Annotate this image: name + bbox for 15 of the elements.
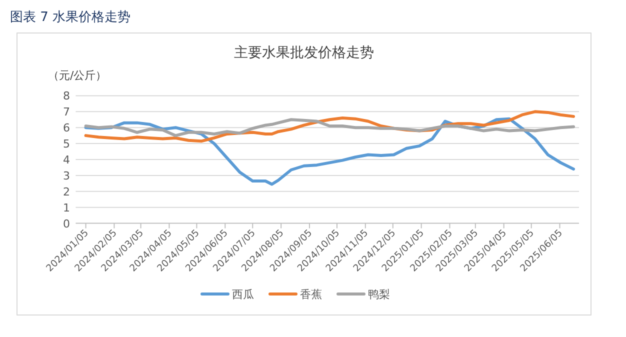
legend-label: 香蕉 xyxy=(300,288,322,301)
legend-label: 鸭梨 xyxy=(368,288,390,301)
y-tick-label: 5 xyxy=(63,138,70,151)
y-tick-label: 3 xyxy=(63,169,70,182)
text: 图表 7 水果价格走势 xyxy=(10,10,131,25)
y-tick-label: 6 xyxy=(63,122,70,135)
legend-label: 西瓜 xyxy=(232,288,254,301)
y-tick-label: 0 xyxy=(63,217,70,230)
chart-title: 主要水果批发价格走势 xyxy=(234,45,374,61)
y-tick-label: 2 xyxy=(63,185,70,198)
y-tick-label: 8 xyxy=(63,90,70,103)
y-axis-title: （元/公斤） xyxy=(48,69,107,82)
y-tick-label: 4 xyxy=(63,154,70,166)
y-tick-label: 7 xyxy=(63,106,70,119)
y-tick-label: 1 xyxy=(63,201,70,214)
